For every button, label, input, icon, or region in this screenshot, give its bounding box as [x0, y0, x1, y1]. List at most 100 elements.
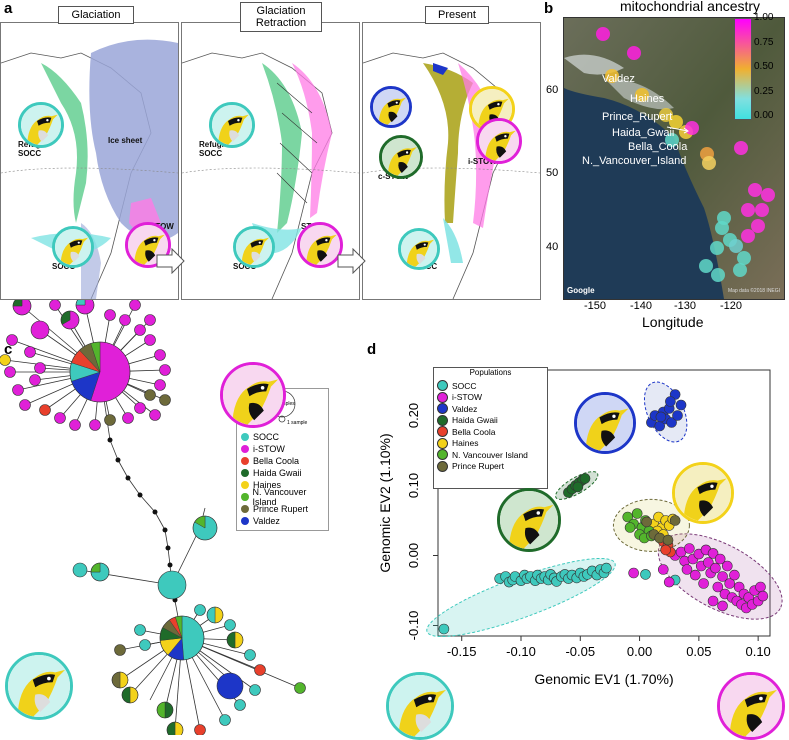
network-node: [139, 639, 151, 651]
legend-label: Prince Rupert: [253, 504, 309, 514]
scatter-point-i-stow: [712, 581, 724, 593]
network-node: [134, 402, 146, 414]
bird-socc-d: [386, 672, 454, 740]
y-tick-label: 0.20: [406, 403, 421, 428]
legend-label: i-STOW: [253, 444, 285, 454]
network-node: [72, 562, 88, 578]
network-legend-item: Haida Gwaii: [237, 467, 328, 479]
network-node: [121, 686, 139, 704]
scatter-point-socc: [601, 562, 612, 574]
panel-c-label: c: [4, 341, 13, 358]
colorbar-tick-0: 1.00: [754, 12, 774, 23]
x-tick-label: -0.05: [565, 644, 595, 659]
bird-refugia-socc-2: [209, 102, 255, 148]
scatter-point-i-stow: [684, 543, 695, 554]
bird-haida-gwaii: [497, 488, 561, 552]
scatter-point-i-stow: [689, 569, 701, 581]
scatter-point-i-stow: [628, 567, 639, 579]
bird-refugia-socc-1: [18, 102, 64, 148]
bird-c-stow-present: [379, 135, 423, 179]
scatter-point-i-stow: [707, 595, 719, 607]
network-node: [244, 649, 256, 661]
scatter-point-valdez: [675, 399, 687, 411]
network-node: [0, 354, 11, 366]
legend-swatch: [437, 449, 448, 461]
map-credit: Map data ©2018 INEGI: [728, 288, 781, 294]
map-y-tick-0: 40: [546, 241, 559, 253]
colorbar-tick-1: 0.75: [754, 36, 774, 48]
network-legend-item: Valdez: [237, 515, 328, 527]
bird-istow-d: [717, 672, 785, 740]
scatter-point-i-stow: [663, 576, 675, 588]
legend-swatch: [241, 457, 249, 465]
scatter-point-n-vancouver-island: [631, 508, 643, 519]
network-node: [254, 664, 266, 676]
scatter-point-i-stow: [707, 548, 719, 559]
network-node: [249, 684, 261, 696]
pca-legend-item: Haines: [434, 437, 547, 450]
network-node: [114, 644, 126, 656]
network-legend-item: Prince Rupert: [237, 503, 328, 515]
bird-valdez: [574, 392, 636, 454]
legend-label: Valdez: [253, 516, 280, 526]
legend-label: SOCC: [253, 432, 280, 442]
pca-legend-item: Prince Rupert: [434, 460, 547, 473]
x-tick-label: -0.10: [506, 644, 536, 659]
map-x-tick-1: -140: [630, 300, 653, 312]
legend-label: Prince Rupert: [452, 461, 504, 472]
legend-swatch: [437, 414, 448, 426]
legend-label: Haida Gwaii: [253, 468, 302, 478]
network-node: [34, 362, 46, 374]
map-y-tick-2: 60: [546, 84, 559, 96]
pca-legend-item: i-STOW: [434, 391, 547, 404]
scatter-point-prince-rupert: [669, 515, 681, 526]
y-tick-label: 0.00: [406, 543, 421, 568]
scatter-point-valdez: [672, 410, 683, 421]
network-node: [29, 374, 41, 386]
scatter-point-i-stow: [722, 560, 733, 572]
satellite-map-drawing: [564, 18, 784, 299]
network-node: [156, 701, 174, 719]
scatter-point-haida-gwaii: [572, 481, 584, 493]
colorbar-tick-4: 0.00: [754, 110, 774, 121]
socc-ellipse: [426, 557, 616, 638]
pca-legend-item: Valdez: [434, 403, 547, 415]
x-tick-label: 0.00: [627, 644, 652, 659]
network-node: [39, 404, 51, 416]
bird-stow-2: [297, 222, 343, 268]
pca-legend-item: Haida Gwaii: [434, 414, 547, 427]
label-socc-2: SOCC: [233, 262, 257, 271]
network-node: [111, 671, 129, 689]
legend-swatch: [437, 426, 448, 438]
scatter-point-valdez: [655, 411, 667, 423]
network-node: [4, 366, 16, 378]
network-node: [75, 300, 95, 315]
scatter-point-i-stow: [714, 553, 726, 565]
haplotype-network: [0, 300, 306, 735]
network-legend-item: i-STOW: [237, 443, 328, 455]
pca-legend-item: N. Vancouver Island: [434, 449, 547, 461]
network-node: [104, 414, 116, 426]
legend-label: i-STOW: [452, 392, 483, 403]
legend-swatch: [241, 493, 249, 501]
legend-label: N. Vancouver Island: [452, 449, 528, 460]
stage-label-glaciation: Glaciation: [58, 6, 134, 24]
network-node: [12, 384, 24, 396]
network-node: [144, 314, 156, 326]
scatter-point-i-stow: [724, 578, 735, 589]
network-legend-item: N. Vancouver Island: [237, 487, 328, 507]
legend-swatch: [241, 505, 249, 513]
x-tick-label: 0.10: [745, 644, 770, 659]
legend-label: SOCC: [452, 380, 477, 391]
network-legend-item: SOCC: [237, 431, 328, 443]
label-socc-1: SOCC: [52, 262, 76, 271]
pca-scatter-plot: -0.15 -0.10 -0.05 0.00 0.05 0.10 -0.10 0.00 0.10…: [377, 369, 783, 687]
scatter-point-i-stow: [757, 590, 769, 602]
scatter-point-i-stow: [710, 562, 721, 574]
network-node: [194, 724, 206, 735]
panel-b-label: b: [544, 0, 554, 17]
network-node: [69, 419, 81, 431]
network-node: [216, 672, 244, 700]
bird-haines: [672, 462, 734, 524]
legend-swatch: [241, 517, 249, 525]
